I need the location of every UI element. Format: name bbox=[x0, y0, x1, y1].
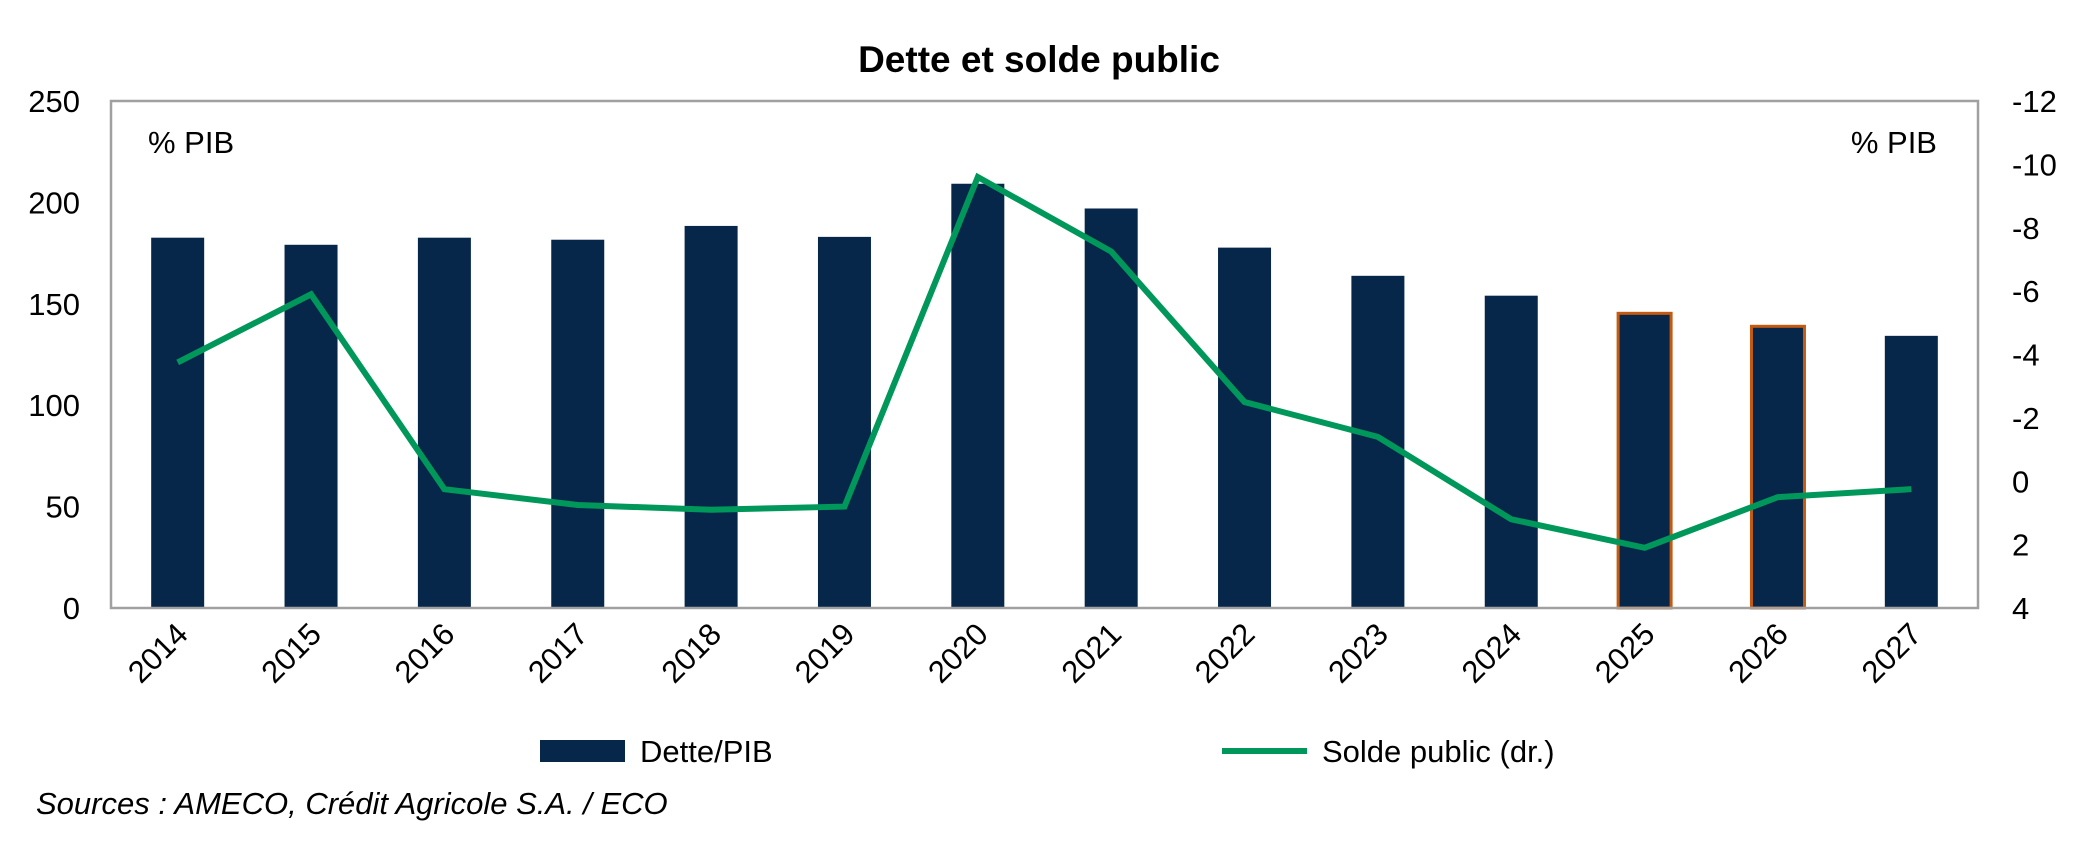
chart-title: Dette et solde public bbox=[858, 39, 1220, 80]
bar-2018 bbox=[684, 225, 738, 608]
bar-2025 bbox=[1616, 311, 1673, 610]
x-tick-label: 2020 bbox=[921, 616, 995, 690]
x-tick-label: 2024 bbox=[1455, 616, 1529, 690]
x-tick-label: 2023 bbox=[1321, 616, 1395, 690]
left-tick-label: 150 bbox=[28, 287, 80, 322]
right-tick-label: -2 bbox=[2012, 401, 2040, 436]
x-tick-label: 2021 bbox=[1055, 616, 1129, 690]
sources-note: Sources : AMECO, Crédit Agricole S.A. / … bbox=[36, 786, 668, 821]
x-tick-label: 2015 bbox=[254, 616, 328, 690]
x-tick-label: 2016 bbox=[388, 616, 462, 690]
right-axis-label: % PIB bbox=[1851, 125, 1937, 160]
legend-label-solde: Solde public (dr.) bbox=[1322, 734, 1555, 769]
x-tick-label: 2026 bbox=[1721, 616, 1795, 690]
left-tick-label: 0 bbox=[63, 591, 80, 626]
bar-2017 bbox=[551, 239, 605, 608]
plot-frame bbox=[109, 99, 1980, 610]
bar-2022 bbox=[1218, 247, 1272, 609]
right-tick-label: -4 bbox=[2012, 338, 2040, 373]
right-tick-label: 4 bbox=[2012, 591, 2029, 626]
right-tick-label: -12 bbox=[2012, 84, 2057, 119]
legend-label-dette: Dette/PIB bbox=[640, 734, 773, 769]
bar-2020 bbox=[951, 183, 1005, 608]
bar-2026 bbox=[1749, 324, 1806, 610]
x-tick-label: 2019 bbox=[788, 616, 862, 690]
x-tick-label: 2017 bbox=[521, 616, 595, 690]
bar-2019 bbox=[817, 236, 871, 608]
bar-2027 bbox=[1884, 335, 1938, 608]
x-tick-label: 2027 bbox=[1855, 616, 1929, 690]
right-tick-label: -6 bbox=[2012, 274, 2040, 309]
bar-2023 bbox=[1351, 275, 1405, 608]
x-tick-label: 2014 bbox=[121, 616, 195, 690]
x-tick-label: 2018 bbox=[655, 616, 729, 690]
left-tick-label: 250 bbox=[28, 84, 80, 119]
left-tick-label: 100 bbox=[28, 388, 80, 423]
bar-2014 bbox=[151, 237, 205, 608]
right-tick-label: 2 bbox=[2012, 528, 2029, 563]
right-tick-label: -10 bbox=[2012, 147, 2057, 182]
left-axis-label: % PIB bbox=[148, 125, 234, 160]
legend-bar-swatch bbox=[540, 740, 625, 762]
left-tick-label: 50 bbox=[46, 490, 80, 525]
line-solde-public bbox=[176, 172, 1912, 551]
x-tick-label: 2022 bbox=[1188, 616, 1262, 690]
bar-2016 bbox=[417, 237, 471, 608]
left-tick-label: 200 bbox=[28, 185, 80, 220]
x-tick-label: 2025 bbox=[1588, 616, 1662, 690]
bar-2024 bbox=[1484, 295, 1538, 608]
right-tick-label: -8 bbox=[2012, 211, 2040, 246]
right-tick-label: 0 bbox=[2012, 464, 2029, 499]
